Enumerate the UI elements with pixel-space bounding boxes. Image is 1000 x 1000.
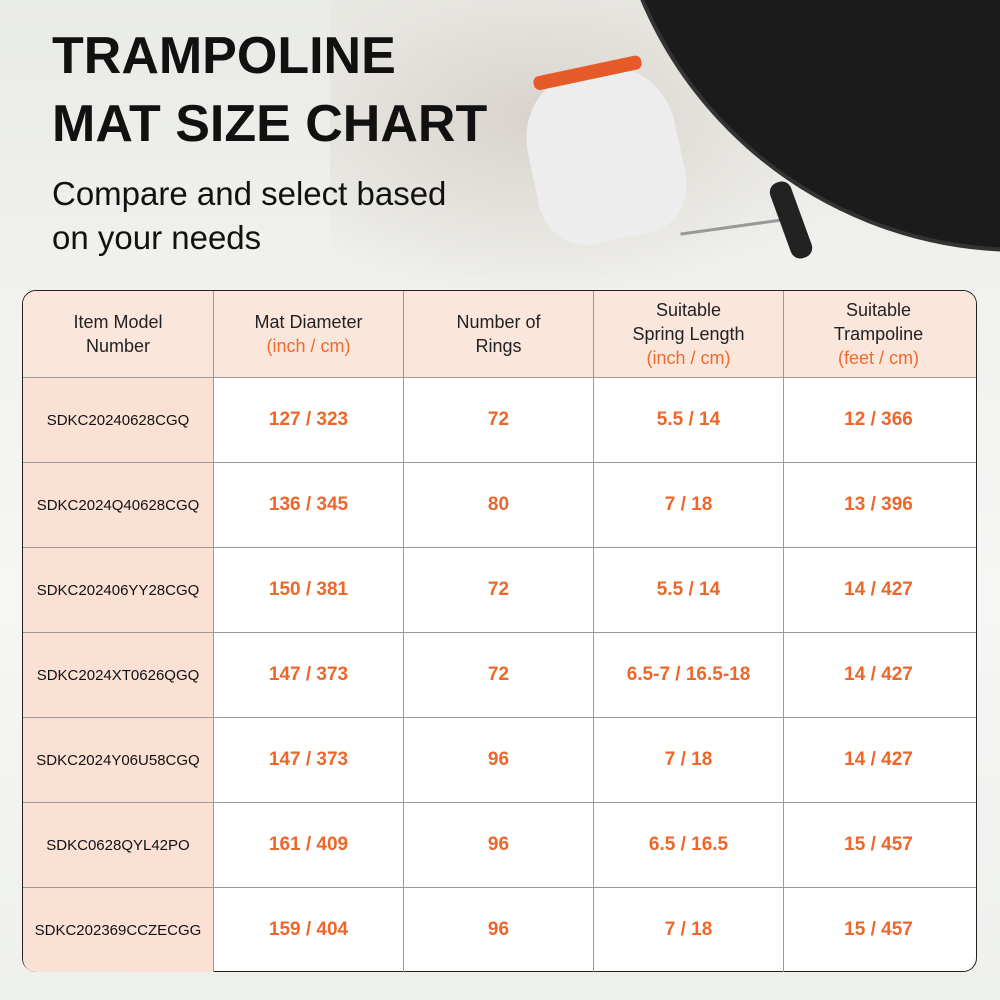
header-unit: (inch / cm) xyxy=(646,348,731,368)
model-number-cell: SDKC0628QYL42PO xyxy=(23,803,213,887)
header-label: Spring Length xyxy=(632,324,745,344)
value-cell: 6.5-7 / 16.5-18 xyxy=(593,633,783,717)
value-cell: 6.5 / 16.5 xyxy=(593,803,783,887)
value-cell: 72 xyxy=(403,633,593,717)
value-cell: 80 xyxy=(403,463,593,547)
value-cell: 5.5 / 14 xyxy=(593,548,783,632)
model-number-cell: SDKC2024Q40628CGQ xyxy=(23,463,213,547)
table-row: SDKC2024XT0626QGQ 147 / 373 72 6.5-7 / 16.5… xyxy=(23,632,976,717)
header-cell: Number of Rings xyxy=(403,291,593,377)
table-row: SDKC2024Q40628CGQ 136 / 345 80 7 / 18 13 / 3… xyxy=(23,462,976,547)
header-unit: (inch / cm) xyxy=(266,336,351,356)
header-cell: Suitable Trampoline (feet / cm) xyxy=(783,291,973,377)
model-number-cell: SDKC2024XT0626QGQ xyxy=(23,633,213,717)
header-label: Suitable xyxy=(845,300,912,320)
subtitle-line: on your needs xyxy=(52,219,262,256)
table-row: SDKC20240628CGQ 127 / 323 72 5.5 / 14 12 / 3… xyxy=(23,377,976,462)
header-label: Suitable xyxy=(655,300,722,320)
value-cell: 72 xyxy=(403,548,593,632)
table-row: SDKC202406YY28CGQ 150 / 381 72 5.5 / 14 14 /… xyxy=(23,547,976,632)
value-cell: 150 / 381 xyxy=(213,548,403,632)
model-number-cell: SDKC2024Y06U58CGQ xyxy=(23,718,213,802)
value-cell: 147 / 373 xyxy=(213,718,403,802)
header-unit: (feet / cm) xyxy=(837,348,919,368)
header-label: Number of xyxy=(456,312,541,332)
value-cell: 159 / 404 xyxy=(213,888,403,972)
subtitle-line: Compare and select based xyxy=(52,175,447,212)
title-line: MAT SIZE CHART xyxy=(52,95,488,153)
value-cell: 15 / 457 xyxy=(783,803,973,887)
header-label: Item Model xyxy=(73,312,163,332)
model-number-cell: SDKC20240628CGQ xyxy=(23,378,213,462)
header-label: Trampoline xyxy=(833,324,924,344)
value-cell: 161 / 409 xyxy=(213,803,403,887)
value-cell: 14 / 427 xyxy=(783,633,973,717)
value-cell: 96 xyxy=(403,718,593,802)
subtitle: Compare and select based on your needs xyxy=(52,172,446,260)
header-label: Mat Diameter xyxy=(254,312,363,332)
size-chart-table: Item Model Number Mat Diameter (inch / cm) N… xyxy=(22,290,977,972)
header-cell: Item Model Number xyxy=(23,291,213,377)
model-number-cell: SDKC202406YY28CGQ xyxy=(23,548,213,632)
value-cell: 14 / 427 xyxy=(783,548,973,632)
value-cell: 13 / 396 xyxy=(783,463,973,547)
value-cell: 5.5 / 14 xyxy=(593,378,783,462)
value-cell: 12 / 366 xyxy=(783,378,973,462)
title-line: TRAMPOLINE xyxy=(52,27,396,85)
page-title: TRAMPOLINE MAT SIZE CHART xyxy=(52,22,487,158)
value-cell: 147 / 373 xyxy=(213,633,403,717)
value-cell: 7 / 18 xyxy=(593,463,783,547)
value-cell: 7 / 18 xyxy=(593,888,783,972)
value-cell: 14 / 427 xyxy=(783,718,973,802)
header-cell: Suitable Spring Length (inch / cm) xyxy=(593,291,783,377)
value-cell: 96 xyxy=(403,888,593,972)
value-cell: 136 / 345 xyxy=(213,463,403,547)
value-cell: 15 / 457 xyxy=(783,888,973,972)
value-cell: 72 xyxy=(403,378,593,462)
value-cell: 7 / 18 xyxy=(593,718,783,802)
table-row: SDKC202369CCZECGG 159 / 404 96 7 / 18 15 / 4… xyxy=(23,887,976,972)
header-label: Number xyxy=(85,336,151,356)
header-cell: Mat Diameter (inch / cm) xyxy=(213,291,403,377)
header-label: Rings xyxy=(475,336,522,356)
value-cell: 96 xyxy=(403,803,593,887)
table-row: SDKC2024Y06U58CGQ 147 / 373 96 7 / 18 14 / 4… xyxy=(23,717,976,802)
model-number-cell: SDKC202369CCZECGG xyxy=(23,888,213,972)
table-header-row: Item Model Number Mat Diameter (inch / cm) N… xyxy=(23,291,976,377)
trampoline-mat-image xyxy=(640,0,1000,252)
table-row: SDKC0628QYL42PO 161 / 409 96 6.5 / 16.5 15 /… xyxy=(23,802,976,887)
value-cell: 127 / 323 xyxy=(213,378,403,462)
